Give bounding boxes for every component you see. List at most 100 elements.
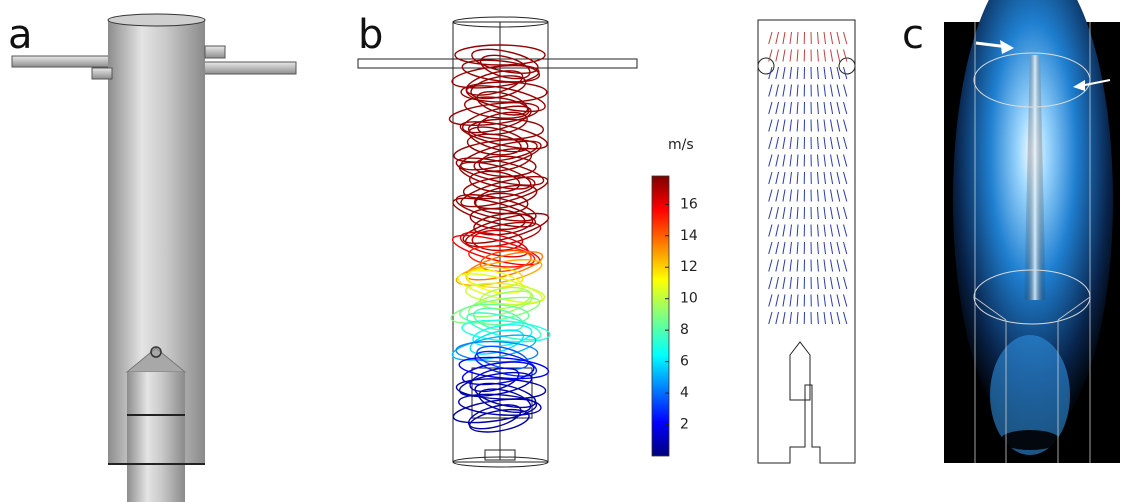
vector: [817, 136, 819, 150]
vector: [796, 154, 799, 167]
vector: [817, 189, 819, 202]
vector: [789, 171, 792, 185]
colorbar-tick-label: 2: [680, 417, 689, 433]
vector: [775, 276, 779, 290]
panel-a: [11, 13, 297, 502]
vector: [768, 119, 773, 132]
streamline: [452, 398, 538, 424]
vector: [775, 189, 779, 202]
streamline: [453, 139, 538, 163]
streamline: [468, 170, 521, 193]
vector: [830, 136, 834, 150]
vector: [796, 206, 799, 220]
vector: [768, 101, 773, 115]
vector: [823, 241, 826, 255]
vector: [782, 136, 786, 150]
vector: [843, 31, 848, 45]
streamline: [457, 273, 543, 304]
vector: [768, 84, 773, 97]
vector: [768, 66, 773, 80]
colorbar-tick-label: 12: [680, 259, 698, 275]
streamline: [468, 290, 534, 318]
streamline: [464, 221, 542, 248]
colorbar-tick-label: 14: [680, 228, 698, 244]
streamline: [454, 44, 546, 66]
vector: [768, 136, 773, 150]
vector: [843, 84, 848, 97]
vector: [782, 311, 786, 325]
vector: [830, 224, 834, 237]
streamline: [458, 393, 542, 416]
vector: [782, 224, 786, 237]
vector: [775, 206, 779, 220]
vector: [782, 66, 786, 80]
vector: [796, 66, 799, 80]
vector: [817, 119, 819, 132]
vector: [775, 66, 779, 80]
vector: [823, 171, 826, 185]
vector: [796, 101, 799, 115]
vector: [823, 259, 826, 272]
vector: [768, 154, 773, 167]
vector: [843, 66, 848, 80]
vector: [782, 241, 786, 255]
vector: [823, 294, 826, 307]
vector: [775, 84, 779, 97]
vector: [836, 136, 841, 150]
vector: [817, 294, 819, 307]
streamline: [460, 175, 549, 208]
streamline: [455, 157, 545, 186]
vector: [836, 311, 841, 325]
vector: [796, 311, 799, 325]
vector: [796, 171, 799, 185]
vector: [843, 49, 848, 62]
vector: [823, 66, 826, 80]
vector: [796, 276, 799, 290]
vector: [836, 31, 841, 45]
vector: [775, 49, 779, 62]
streamline: [460, 81, 548, 103]
vector: [768, 259, 773, 272]
vector: [782, 119, 786, 132]
vector: [836, 206, 841, 220]
streamline: [468, 126, 529, 153]
panel-label: b: [358, 12, 383, 58]
vector: [830, 189, 834, 202]
vector: [768, 206, 773, 220]
vector: [775, 31, 779, 45]
vector: [775, 171, 779, 185]
streamline: [478, 148, 533, 172]
vector: [843, 101, 848, 115]
vector: [836, 294, 841, 307]
vector: [830, 31, 834, 45]
vector: [796, 49, 799, 62]
vector: [843, 189, 848, 202]
vector: [830, 84, 834, 97]
vector: [817, 224, 819, 237]
vector: [768, 31, 773, 45]
streamline: [473, 184, 538, 210]
panel-label: c: [902, 12, 924, 58]
vector: [789, 136, 792, 150]
vector: [775, 136, 779, 150]
vector: [817, 66, 819, 80]
vector: [817, 311, 819, 325]
vector: [789, 311, 792, 325]
colorbar-bar: [651, 175, 670, 457]
vector: [817, 241, 819, 255]
streamline: [473, 212, 534, 236]
vector: [768, 224, 773, 237]
vector: [830, 294, 834, 307]
vector: [782, 259, 786, 272]
vector: [768, 311, 773, 325]
vector: [782, 171, 786, 185]
vector: [830, 259, 834, 272]
vector: [843, 259, 848, 272]
vector: [789, 31, 792, 45]
vector: [796, 259, 799, 272]
vector: [789, 276, 792, 290]
vector: [836, 276, 841, 290]
vector: [796, 136, 799, 150]
vector: [775, 311, 779, 325]
panel-label: a: [8, 12, 33, 58]
